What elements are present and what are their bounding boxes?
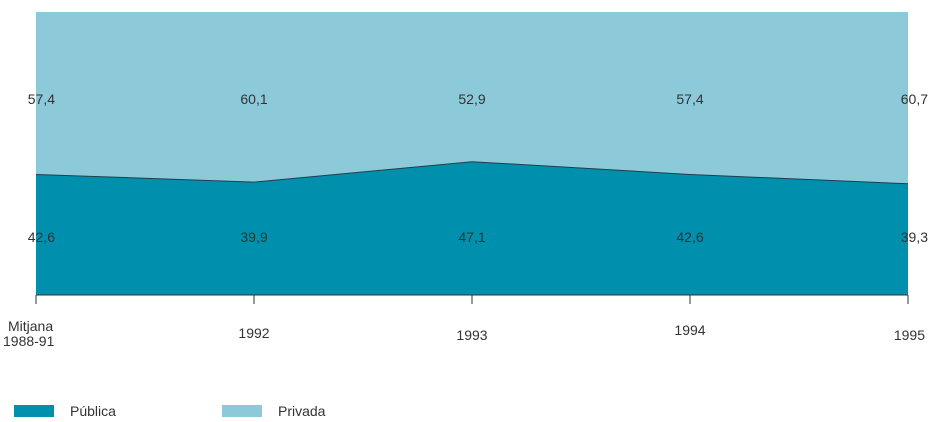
x-tick-label: 1993 xyxy=(456,327,487,343)
legend-swatch-privada xyxy=(222,405,262,417)
legend-item-publica: Pública xyxy=(14,404,116,418)
data-label-publica: 47,1 xyxy=(458,229,485,245)
legend-label-publica: Pública xyxy=(70,403,116,419)
x-tick-label: 1992 xyxy=(238,325,269,341)
data-label-privada: 57,4 xyxy=(28,91,55,107)
x-tick-label: 1994 xyxy=(674,322,705,338)
stacked-area-chart: 57,4 42,6 60,1 39,9 52,9 47,1 57,4 42,6 60,7 39,3… xyxy=(3,12,928,349)
area-privada xyxy=(36,12,908,184)
data-label-privada: 60,1 xyxy=(240,91,267,107)
area-publica xyxy=(36,161,908,295)
legend-item-privada: Privada xyxy=(222,404,325,418)
data-label-privada: 57,4 xyxy=(676,91,703,107)
data-label-publica: 42,6 xyxy=(676,229,703,245)
data-label-publica: 39,9 xyxy=(240,229,267,245)
data-label-privada: 52,9 xyxy=(458,91,485,107)
x-tick-label: Mitjana 1988-91 xyxy=(3,318,55,349)
data-label-privada: 60,7 xyxy=(901,91,928,107)
boundary-line xyxy=(35,161,909,185)
legend-label-privada: Privada xyxy=(278,403,326,419)
x-tick-label: 1995 xyxy=(894,327,925,343)
data-label-publica: 42,6 xyxy=(28,229,55,245)
legend: Pública Privada xyxy=(0,404,929,422)
data-label-publica: 39,3 xyxy=(901,229,928,245)
legend-swatch-publica xyxy=(14,405,54,417)
